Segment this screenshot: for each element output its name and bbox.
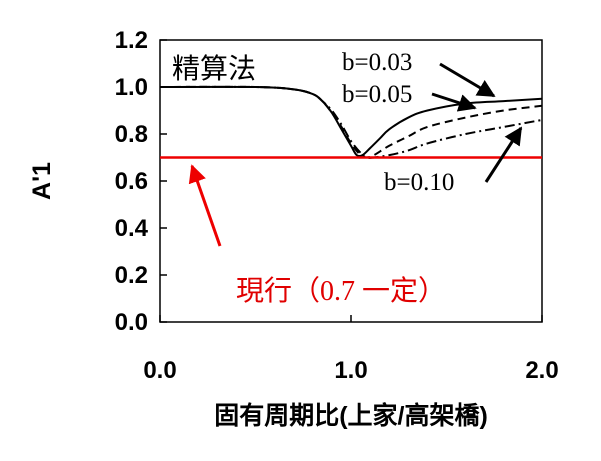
y-tick-label: 0.8 bbox=[115, 121, 148, 148]
legend-label-b010: b=0.10 bbox=[384, 169, 454, 196]
y-tick-label: 0.0 bbox=[115, 309, 148, 336]
y-tick-label: 0.4 bbox=[115, 215, 149, 242]
y-tick-label: 1.0 bbox=[115, 74, 148, 101]
y-axis-title: A'1 bbox=[28, 162, 56, 200]
arrow-b010 bbox=[484, 126, 523, 183]
legend-label-b003: b=0.03 bbox=[342, 49, 412, 76]
x-tick-label: 2.0 bbox=[525, 357, 558, 384]
y-tick-label: 0.6 bbox=[115, 168, 148, 195]
method-label: 精算法 bbox=[172, 53, 256, 85]
y-tick-label: 1.2 bbox=[115, 27, 148, 54]
legend-label-b005: b=0.05 bbox=[342, 81, 412, 108]
x-axis-title: 固有周期比(上家/高架橋) bbox=[214, 401, 488, 430]
x-tick-label: 0.0 bbox=[143, 357, 176, 384]
current-label: 現行（0.7 一定） bbox=[236, 275, 446, 307]
arrow-b003 bbox=[439, 62, 496, 98]
arrow-current bbox=[188, 164, 222, 247]
series-line-2 bbox=[159, 85, 543, 159]
series-group bbox=[159, 85, 543, 159]
arrow-b005 bbox=[431, 92, 477, 112]
x-tick-label: 1.0 bbox=[334, 357, 367, 384]
y-tick-label: 0.2 bbox=[115, 262, 148, 289]
tick-group: 0.0 0.2 0.4 0.6 0.8 1.0 1.2 0.0 1.0 2.0 bbox=[115, 27, 559, 384]
